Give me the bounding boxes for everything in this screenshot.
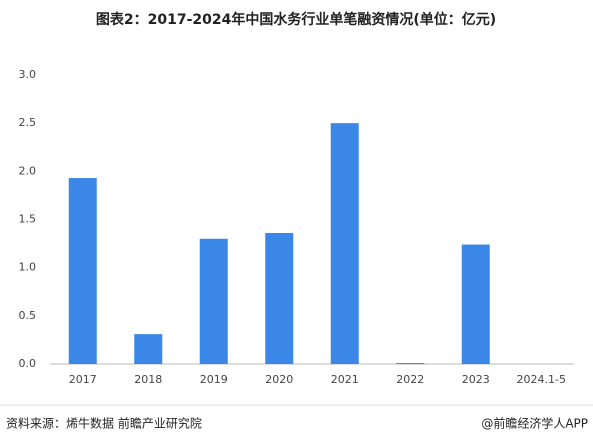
source: 资料来源：烯牛数据 前瞻产业研究院 bbox=[6, 416, 202, 431]
y-tick-label: 1.5 bbox=[19, 213, 37, 226]
x-tick-label: 2021 bbox=[331, 373, 359, 386]
credit: @前瞻经济学人APP bbox=[481, 416, 588, 431]
bar bbox=[461, 244, 490, 364]
x-tick-label: 2019 bbox=[200, 373, 228, 386]
chart-title: 图表2：2017-2024年中国水务行业单笔融资情况(单位：亿元) bbox=[96, 11, 496, 28]
y-tick-label: 0.5 bbox=[19, 309, 37, 322]
x-tick-label: 2017 bbox=[69, 373, 97, 386]
bar bbox=[265, 232, 294, 364]
y-tick-label: 0.0 bbox=[19, 357, 37, 370]
x-tick-label: 2024.1-5 bbox=[517, 373, 566, 386]
x-tick-label: 2018 bbox=[134, 373, 162, 386]
y-tick-label: 2.5 bbox=[19, 116, 37, 129]
y-tick-label: 3.0 bbox=[19, 68, 37, 81]
bar bbox=[330, 123, 359, 365]
bar bbox=[396, 363, 425, 364]
bar bbox=[134, 334, 163, 364]
x-tick-label: 2022 bbox=[396, 373, 424, 386]
x-tick-label: 2023 bbox=[462, 373, 490, 386]
x-tick-label: 2020 bbox=[265, 373, 293, 386]
bar bbox=[68, 178, 97, 364]
bar bbox=[199, 238, 228, 364]
y-tick-label: 2.0 bbox=[19, 164, 37, 177]
y-tick-label: 1.0 bbox=[19, 261, 37, 274]
